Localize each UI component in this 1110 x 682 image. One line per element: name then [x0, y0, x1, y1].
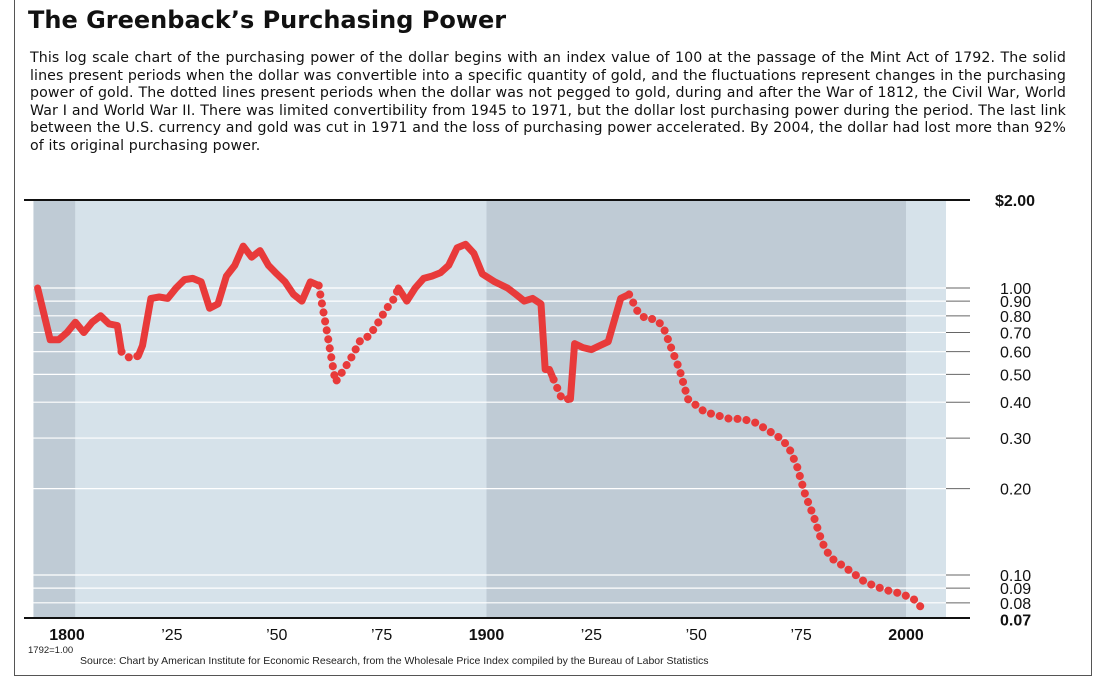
y-tick-label: 0.50 [1000, 367, 1031, 384]
series-line-solid [34, 284, 125, 356]
shaded-band [75, 200, 487, 618]
y-tick-label: $2.00 [995, 193, 1035, 210]
chart-frame [14, 0, 1092, 676]
x-tick-label: 2000 [888, 627, 924, 644]
series-line-solid [134, 242, 323, 360]
base-note: 1792=1.00 [28, 645, 74, 656]
x-tick-label: 1900 [469, 627, 505, 644]
y-tick-label: 0.07 [1000, 612, 1031, 629]
y-tick-label: 0.40 [1000, 395, 1031, 412]
shaded-band [906, 200, 946, 618]
chart-description: This log scale chart of the purchasing p… [30, 50, 1066, 154]
y-tick-label: 0.10 [1000, 568, 1031, 585]
y-tick-label: 0.90 [1000, 294, 1031, 311]
series-line-dotted [314, 281, 403, 387]
shaded-band [486, 200, 906, 618]
x-tick-label: ’50 [266, 627, 287, 644]
series-line-solid [394, 240, 558, 383]
y-tick-label: 0.30 [1000, 431, 1031, 448]
shaded-band [33, 200, 76, 618]
y-tick-label: 0.08 [1000, 596, 1031, 613]
y-tick-label: 1.00 [1000, 281, 1031, 298]
x-tick-label: 1800 [49, 627, 85, 644]
series-line-dotted [625, 290, 927, 614]
x-tick-label: ’25 [581, 627, 602, 644]
chart-title: The Greenback’s Purchasing Power [28, 6, 507, 34]
x-tick-label: ’75 [371, 627, 392, 644]
y-tick-label: 0.60 [1000, 345, 1031, 362]
x-tick-label: ’50 [686, 627, 707, 644]
y-tick-label: 0.70 [1000, 325, 1031, 342]
y-tick-label: 0.09 [1000, 581, 1031, 598]
y-tick-label: 0.20 [1000, 482, 1031, 499]
y-tick-label: 0.80 [1000, 309, 1031, 326]
x-tick-label: ’25 [161, 627, 182, 644]
series-line-solid [566, 290, 633, 403]
source-note: Source: Chart by American Institute for … [80, 655, 709, 667]
x-tick-label: ’75 [790, 627, 811, 644]
